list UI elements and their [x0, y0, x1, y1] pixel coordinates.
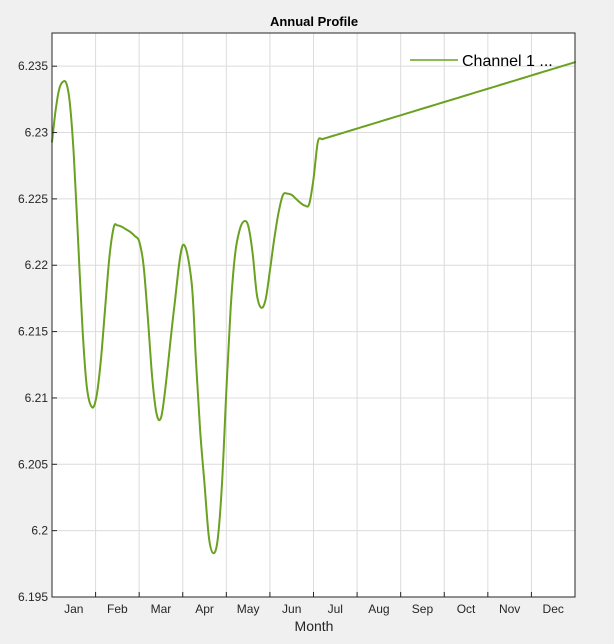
x-tick-label: Mar [151, 602, 172, 616]
x-tick-label: Oct [457, 602, 476, 616]
x-tick-label: Apr [195, 602, 214, 616]
grid-lines [52, 33, 575, 598]
y-tick-label: 6.195 [18, 590, 48, 604]
y-tick-label: 6.23 [25, 126, 49, 140]
x-tick-label: May [237, 602, 260, 616]
y-tick-label: 6.22 [25, 258, 49, 272]
series-line [51, 61, 576, 555]
x-tick-label: Jul [328, 602, 343, 616]
x-tick-label: Sep [412, 602, 434, 616]
y-tick-label: 6.215 [18, 325, 48, 339]
x-tick-label: Jan [64, 602, 83, 616]
legend: Channel 1 ... [410, 53, 553, 70]
legend-label: Channel 1 ... [462, 53, 553, 70]
y-tick-label: 6.225 [18, 192, 48, 206]
x-tick-label: Nov [499, 602, 520, 616]
x-axis-label: Month [295, 618, 334, 634]
y-tick-label: 6.2 [31, 524, 48, 538]
y-axis: 6.195 6.2 6.205 6.21 6.215 6.22 6.225 6.23 6.235 [18, 59, 57, 604]
x-tick-label: Feb [107, 602, 128, 616]
x-tick-label: Jun [282, 602, 301, 616]
y-tick-label: 6.235 [18, 59, 48, 73]
x-tick-label: Dec [543, 602, 564, 616]
series-layer [51, 61, 576, 555]
chart-title: Annual Profile [270, 14, 358, 29]
y-tick-label: 6.21 [25, 391, 49, 405]
x-tick-label: Aug [368, 602, 389, 616]
x-axis: Jan Feb Mar Apr May Jun Jul Aug Sep Oct Nov Dec [64, 592, 564, 616]
y-tick-label: 6.205 [18, 457, 48, 471]
